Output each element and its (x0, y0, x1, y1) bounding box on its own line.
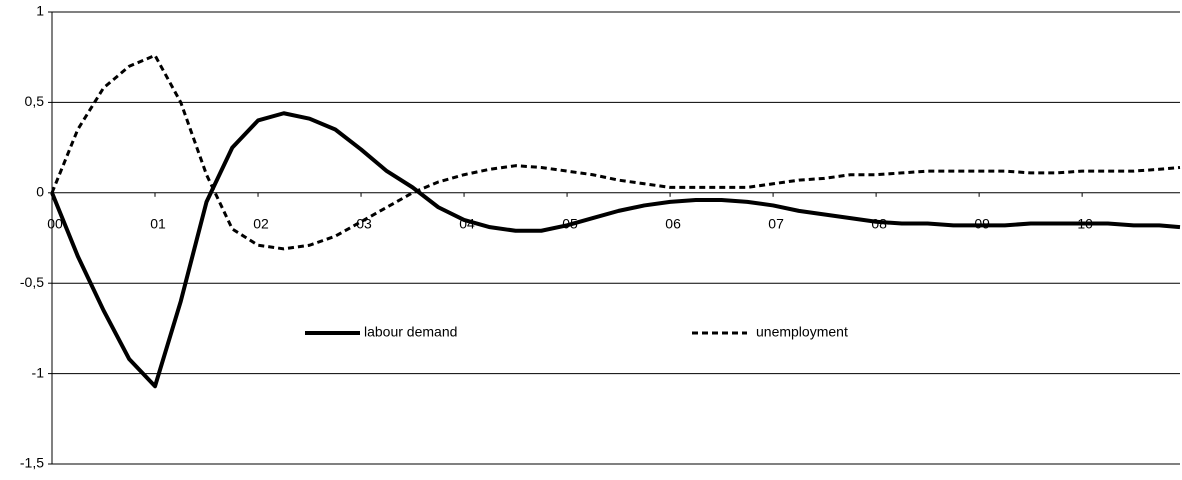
line-series (50, 53, 1181, 251)
y-tick-label: -1 (32, 364, 45, 380)
legend-label: unemployment (756, 324, 848, 340)
y-tick-label: 0 (36, 184, 44, 200)
x-tick-label: 00 (47, 216, 63, 232)
x-tick-label: 03 (356, 216, 372, 232)
y-tick-label: -1,5 (20, 455, 44, 471)
x-tick-label: 07 (768, 216, 784, 232)
y-tick-label: 0,5 (25, 93, 45, 109)
line-series (50, 111, 1181, 389)
legend-label: labour demand (364, 324, 457, 340)
x-tick-label: 01 (150, 216, 166, 232)
y-tick-label: -0,5 (20, 274, 44, 290)
x-tick-label: 06 (665, 216, 681, 232)
y-tick-label: 1 (36, 3, 44, 19)
x-tick-label: 02 (253, 216, 269, 232)
